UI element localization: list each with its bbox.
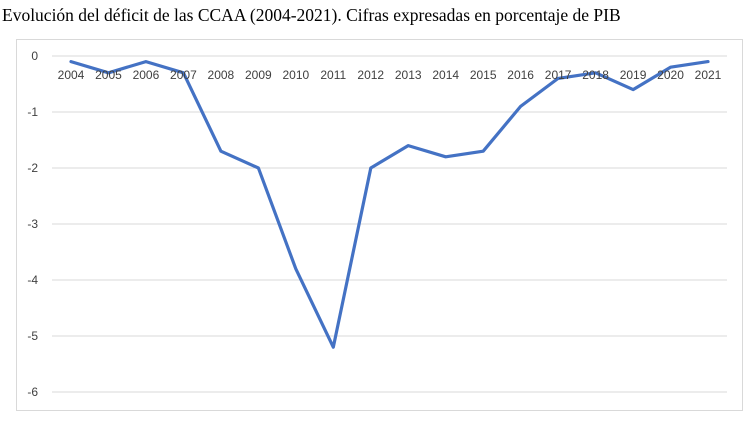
x-tick-label: 2015	[470, 68, 497, 82]
y-tick-label: -3	[27, 217, 38, 231]
x-tick-label: 2017	[545, 68, 572, 82]
x-tick-label: 2018	[582, 68, 609, 82]
y-tick-label: -1	[27, 105, 38, 119]
x-tick-label: 2016	[507, 68, 534, 82]
x-tick-label: 2014	[432, 68, 459, 82]
x-tick-label: 2008	[208, 68, 235, 82]
x-tick-label: 2019	[620, 68, 647, 82]
x-tick-label: 2005	[95, 68, 122, 82]
data-series	[69, 59, 710, 349]
x-tick-label: 2010	[282, 68, 309, 82]
y-tick-label: -6	[27, 385, 38, 399]
x-tick-label: 2020	[657, 68, 684, 82]
chart-area	[16, 39, 743, 411]
y-axis-ticks: 0 -1 -2 -3 -4 -5 -6	[27, 49, 38, 399]
x-tick-label: 2011	[320, 68, 346, 82]
x-tick-label: 2006	[133, 68, 160, 82]
x-tick-label: 2007	[170, 68, 197, 82]
x-tick-label: 2021	[695, 68, 722, 82]
x-tick-label: 2009	[245, 68, 272, 82]
gridlines	[52, 55, 727, 393]
x-axis-ticks: 2004 2005 2006 2007 2008 2009 2010 2011 2012 2013…	[58, 68, 722, 82]
x-tick-label: 2012	[357, 68, 384, 82]
y-tick-label: 0	[31, 49, 38, 63]
chart-title: Evolución del déficit de las CCAA (2004-…	[2, 5, 621, 25]
y-tick-label: -2	[27, 161, 38, 175]
x-tick-label: 2013	[395, 68, 422, 82]
series-line	[69, 59, 710, 349]
y-tick-label: -5	[27, 329, 38, 343]
y-tick-label: -4	[27, 273, 38, 287]
x-tick-label: 2004	[58, 68, 85, 82]
